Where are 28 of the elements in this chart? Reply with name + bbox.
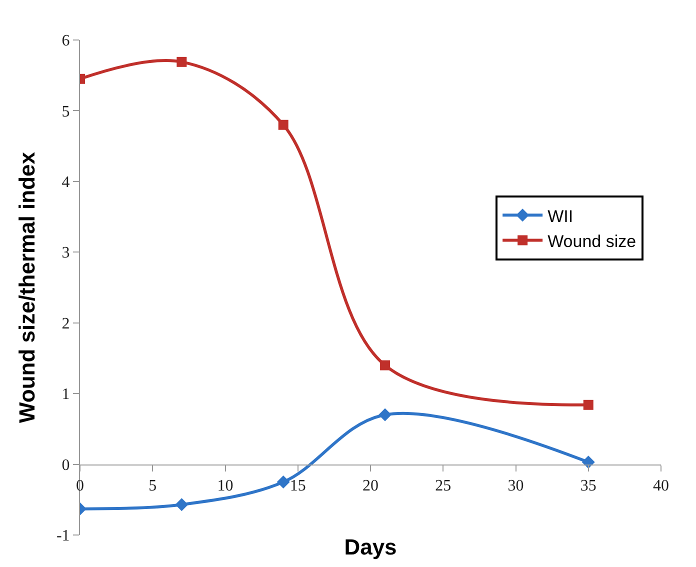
point — [583, 400, 594, 410]
x-tick-label: 30 — [508, 477, 524, 494]
legend-label: WII — [548, 206, 574, 226]
y-tick-label: 5 — [62, 103, 70, 120]
legend-label: Wound size — [548, 232, 636, 251]
x-tick-label: 10 — [217, 477, 234, 494]
y-tick-label: 1 — [62, 386, 70, 404]
y-tick-label: 4 — [62, 174, 70, 192]
point — [175, 498, 188, 512]
x-tick-label: 15 — [290, 477, 306, 494]
y-tick-label: -1 — [56, 528, 70, 545]
point — [380, 360, 390, 370]
x-tick-label: 40 — [653, 477, 669, 494]
y-axis-title: Wound size/thermal index — [14, 151, 40, 423]
point — [176, 56, 187, 67]
point — [276, 475, 290, 488]
x-axis-title: Days — [344, 534, 397, 560]
x-tick-label: 35 — [580, 477, 596, 494]
y-tick-label: 0 — [62, 456, 70, 474]
x-tick-label: 5 — [148, 477, 157, 494]
x-tick-label: 0 — [76, 477, 84, 494]
point — [378, 408, 392, 422]
y-tick-label: 3 — [62, 244, 70, 262]
x-tick-label: 25 — [435, 477, 452, 494]
y-tick-label: 2 — [62, 315, 70, 332]
x-tick-label: 20 — [362, 477, 378, 494]
y-tick-label: 6 — [62, 32, 70, 50]
point — [278, 120, 288, 130]
